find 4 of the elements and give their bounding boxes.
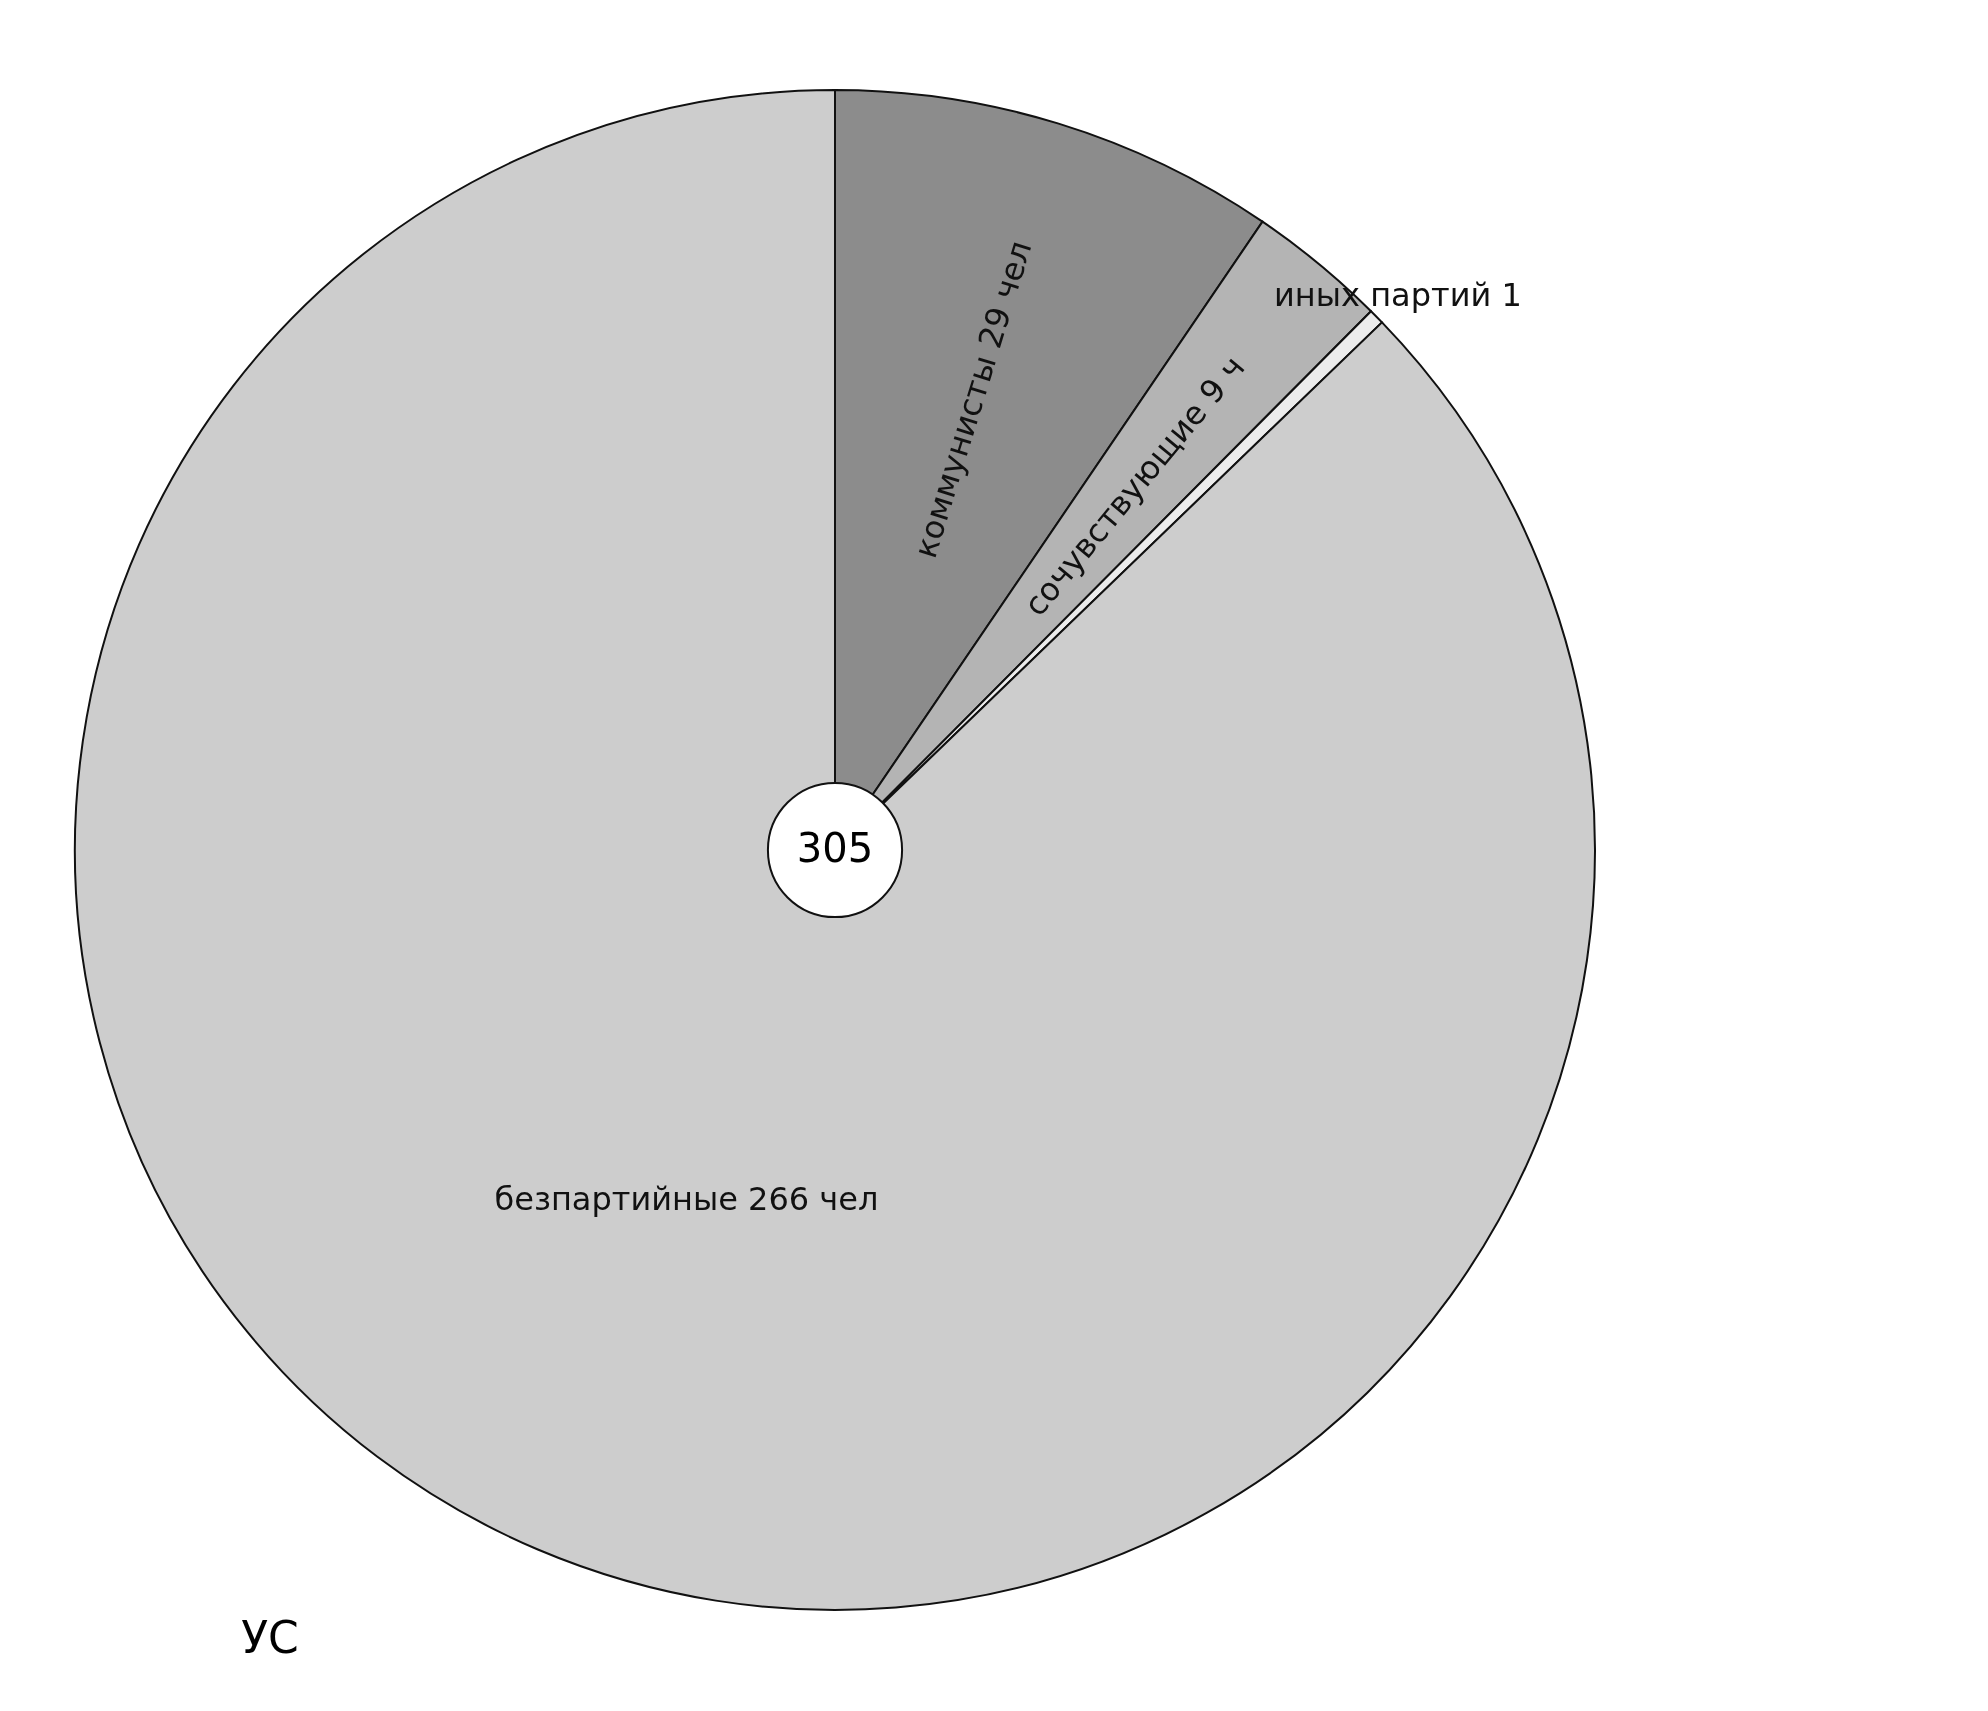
text: УС (241, 1612, 299, 1663)
slice-label: иных партий 1 (1274, 275, 1522, 314)
text: 305 (796, 825, 874, 871)
slice-label: безпартийные 266 чел (494, 1179, 879, 1218)
